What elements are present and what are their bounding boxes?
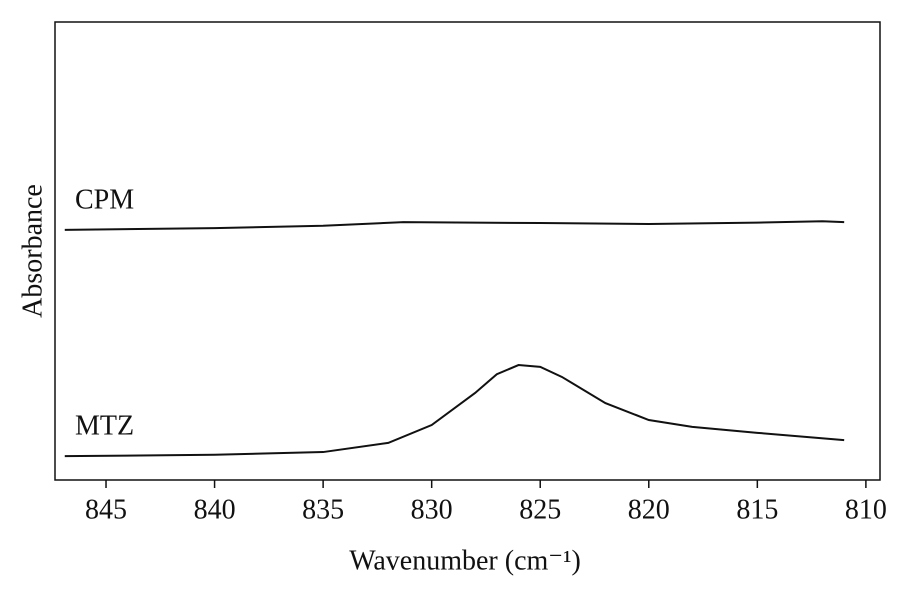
line — [64, 220, 845, 231]
x-tick-label: 820 — [628, 494, 670, 525]
x-tick-label: 815 — [736, 494, 778, 525]
series-label: MTZ — [75, 411, 134, 442]
x-tick-label: 845 — [85, 494, 127, 525]
x-tick-label: 825 — [519, 494, 561, 525]
x-tick-label: 840 — [194, 494, 236, 525]
x-tick-label: 830 — [411, 494, 453, 525]
x-axis-label: Wavenumber (cm⁻¹) — [349, 545, 581, 576]
series-label: CPM — [75, 184, 134, 215]
line — [64, 364, 845, 458]
x-tick-label: 810 — [845, 494, 887, 525]
y-axis-label: Absorbance — [17, 184, 48, 318]
plot-frame — [54, 21, 881, 481]
x-tick-label: 835 — [302, 494, 344, 525]
